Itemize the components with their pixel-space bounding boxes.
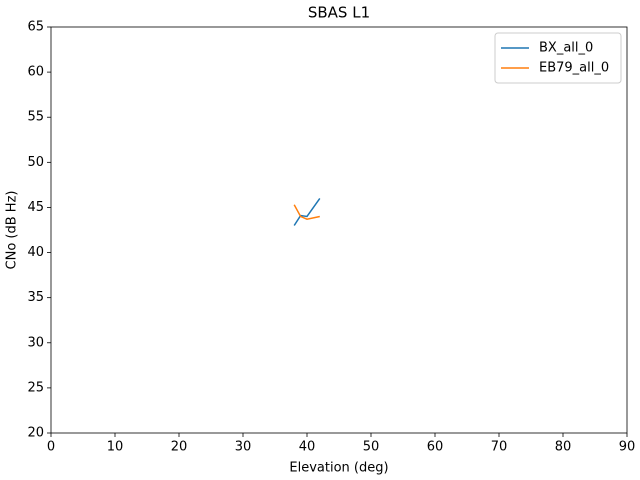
y-tick-label: 40	[27, 245, 44, 260]
chart-title: SBAS L1	[308, 4, 370, 22]
y-axis-label: CNo (dB Hz)	[5, 191, 20, 270]
line-series	[293, 197, 321, 226]
x-tick-label: 20	[171, 440, 188, 455]
x-tick-label: 80	[555, 440, 572, 455]
y-tick-label: 60	[27, 65, 44, 80]
y-tick-label: 50	[27, 155, 44, 170]
y-tick-label: 45	[27, 200, 44, 215]
y-tick-label: 30	[27, 335, 44, 350]
y-tick-label: 55	[27, 110, 44, 125]
x-tick-label: 0	[47, 440, 55, 455]
x-tick-label: 90	[619, 440, 636, 455]
x-axis-label: Elevation (deg)	[289, 461, 388, 476]
y-tick-label: 20	[27, 426, 44, 441]
plot-frame	[50, 26, 628, 434]
legend-box	[494, 32, 622, 84]
x-tick-label: 40	[299, 440, 316, 455]
legend-label: BX_all_0	[539, 41, 593, 56]
x-tick-label: 30	[235, 440, 252, 455]
legend-label: EB79_all_0	[539, 61, 609, 76]
x-tick-label: 10	[107, 440, 124, 455]
x-tick-label: 50	[363, 440, 380, 455]
y-tick-label: 25	[27, 380, 44, 395]
line-series	[293, 204, 320, 220]
y-tick-label: 35	[27, 290, 44, 305]
x-tick-label: 60	[427, 440, 444, 455]
y-tick-label: 65	[27, 20, 44, 35]
x-tick-label: 70	[491, 440, 508, 455]
